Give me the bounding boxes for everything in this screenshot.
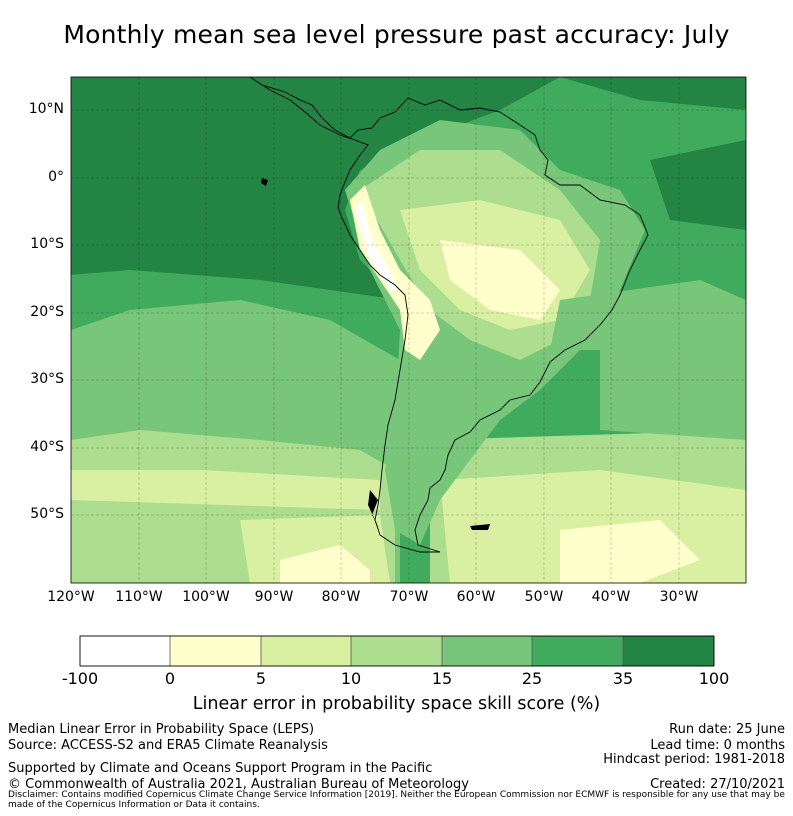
lat-label: 30°S — [30, 371, 64, 387]
lon-label: 110°W — [115, 589, 163, 605]
lat-label: 50°S — [30, 506, 64, 522]
lon-label: 30°W — [659, 589, 699, 605]
colorbar-swatch — [261, 636, 351, 666]
hindcast-period: Hindcast period: 1981-2018 — [603, 752, 785, 767]
colorbar-tick: 10 — [340, 669, 362, 688]
lon-label: 100°W — [182, 589, 230, 605]
support-text: Supported by Climate and Oceans Support … — [8, 761, 433, 776]
lon-label: 80°W — [321, 589, 361, 605]
colorbar-tick: 5 — [255, 669, 267, 688]
colorbar-tick: 0 — [164, 669, 176, 688]
lead-time: Lead time: 0 months — [650, 738, 785, 753]
colorbar-swatch — [532, 636, 623, 666]
created-date: Created: 27/10/2021 — [650, 777, 785, 792]
colorbar-swatch — [80, 636, 170, 666]
lon-label: 50°W — [524, 589, 564, 605]
lon-label: 120°W — [47, 589, 95, 605]
lat-label: 20°S — [30, 304, 64, 320]
colorbar-tick: -100 — [61, 669, 99, 688]
colorbar — [79, 635, 715, 667]
map-gridlines — [71, 77, 746, 583]
lat-label: 0° — [48, 169, 64, 185]
method-text: Median Linear Error in Probability Space… — [8, 722, 315, 737]
lat-label: 10°N — [28, 101, 64, 117]
colorbar-tick: 15 — [431, 669, 453, 688]
lon-label: 70°W — [389, 589, 429, 605]
map-title: Monthly mean sea level pressure past acc… — [63, 20, 730, 49]
lon-label: 90°W — [254, 589, 294, 605]
run-date: Run date: 25 June — [669, 722, 785, 737]
map-field — [71, 77, 746, 583]
lon-label: 60°W — [456, 589, 496, 605]
map-frame — [70, 76, 747, 584]
lat-label: 40°S — [30, 439, 64, 455]
colorbar-swatch — [351, 636, 442, 666]
galapagos-islands — [261, 178, 268, 186]
lat-label: 10°S — [30, 236, 64, 252]
chile-archipelago — [368, 490, 380, 530]
colorbar-label: Linear error in probability space skill … — [192, 694, 601, 714]
colorbar-tick: 35 — [612, 669, 634, 688]
colorbar-tick: 100 — [698, 669, 730, 688]
colorbar-tick: 25 — [521, 669, 543, 688]
disclaimer: Disclaimer: Contains modified Copernicus… — [8, 790, 785, 810]
colorbar-swatch — [170, 636, 261, 666]
colorbar-swatch — [623, 636, 714, 666]
colorbar-swatch — [442, 636, 532, 666]
falkland-islands — [470, 524, 490, 530]
south-america-coastline — [249, 76, 649, 553]
source-text: Source: ACCESS-S2 and ERA5 Climate Reana… — [8, 738, 328, 753]
copyright-text: © Commonwealth of Australia 2021, Austra… — [8, 777, 469, 792]
lon-label: 40°W — [591, 589, 631, 605]
